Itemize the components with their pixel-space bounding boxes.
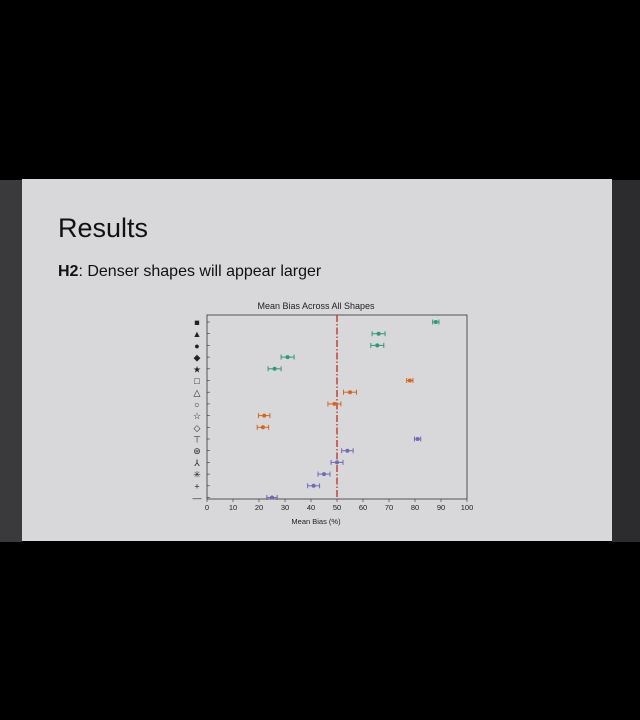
hypothesis-text: : Denser shapes will appear larger xyxy=(78,263,322,280)
presentation-slide: Results H2: Denser shapes will appear la… xyxy=(22,179,612,541)
y-marker-filled-diamond: ◆ xyxy=(194,353,201,363)
slide-subtitle: H2: Denser shapes will appear larger xyxy=(58,263,321,281)
point-filled-triangle xyxy=(376,331,381,336)
y-marker-open-star: ☆ xyxy=(193,411,201,421)
x-tick-label: 70 xyxy=(385,503,393,512)
point-filled-diamond xyxy=(285,355,290,360)
y-marker-open-triangle: △ xyxy=(194,388,201,398)
screen-edge-left xyxy=(0,180,22,542)
point-open-star xyxy=(262,413,267,418)
chart-title: Mean Bias Across All Shapes xyxy=(257,301,375,311)
x-axis-label: Mean Bias (%) xyxy=(291,517,341,526)
y-marker-plus: + xyxy=(194,481,199,491)
x-tick-label: 50 xyxy=(333,503,341,512)
hypothesis-label: H2 xyxy=(58,263,79,280)
y-marker-open-diamond: ◇ xyxy=(194,423,201,433)
y-marker-asterisk-circle: ⊛ xyxy=(193,446,201,456)
x-axis: 0 10 20 30 40 50 60 70 80 90 100 xyxy=(205,499,473,512)
point-y-shape xyxy=(335,460,339,465)
y-marker-dash: — xyxy=(193,493,202,503)
point-t-shape xyxy=(415,437,420,441)
y-marker-x-star: ✳ xyxy=(193,470,201,480)
point-open-diamond xyxy=(260,425,265,430)
x-tick-label: 40 xyxy=(307,503,315,512)
data-points xyxy=(256,319,440,500)
x-tick-label: 10 xyxy=(229,503,237,512)
y-marker-open-square: □ xyxy=(194,376,200,386)
y-marker-y-shape: ⅄ xyxy=(193,458,200,468)
y-marker-filled-star: ★ xyxy=(193,364,201,374)
y-marker-filled-triangle: ▲ xyxy=(193,329,202,339)
plot-frame-group xyxy=(206,314,468,500)
point-filled-star xyxy=(272,366,277,371)
x-tick-label: 60 xyxy=(359,503,367,512)
x-tick-label: 90 xyxy=(437,503,445,512)
point-open-square xyxy=(407,378,412,383)
x-tick-label: 0 xyxy=(205,503,209,512)
y-marker-labels: ■▲ ● ◆★ □ △○ ☆ ◇ ⊤⊛ ⅄ ✳+ — xyxy=(193,318,210,503)
mean-bias-chart: Mean Bias Across All Shapes ■▲ ● ◆★ □ △○ ☆ ◇ ⊤⊛… xyxy=(193,301,474,526)
x-tick-label: 20 xyxy=(255,503,263,512)
point-dash xyxy=(270,495,274,500)
point-open-triangle xyxy=(348,390,352,395)
x-tick-label: 30 xyxy=(281,503,289,512)
point-open-circle xyxy=(332,401,337,406)
y-marker-filled-square: ■ xyxy=(194,318,199,328)
slide-title: Results xyxy=(58,213,149,243)
y-marker-filled-circle: ● xyxy=(194,341,199,351)
x-tick-label: 100 xyxy=(461,503,474,512)
x-tick-label: 80 xyxy=(411,503,419,512)
y-marker-t-shape: ⊤ xyxy=(193,435,201,445)
point-x-star xyxy=(322,472,326,477)
point-asterisk-circle xyxy=(345,448,350,453)
point-filled-square xyxy=(433,320,438,324)
point-plus xyxy=(311,483,316,488)
point-filled-circle xyxy=(375,343,380,348)
y-marker-open-circle: ○ xyxy=(194,399,199,409)
screen-edge-right xyxy=(612,180,640,542)
